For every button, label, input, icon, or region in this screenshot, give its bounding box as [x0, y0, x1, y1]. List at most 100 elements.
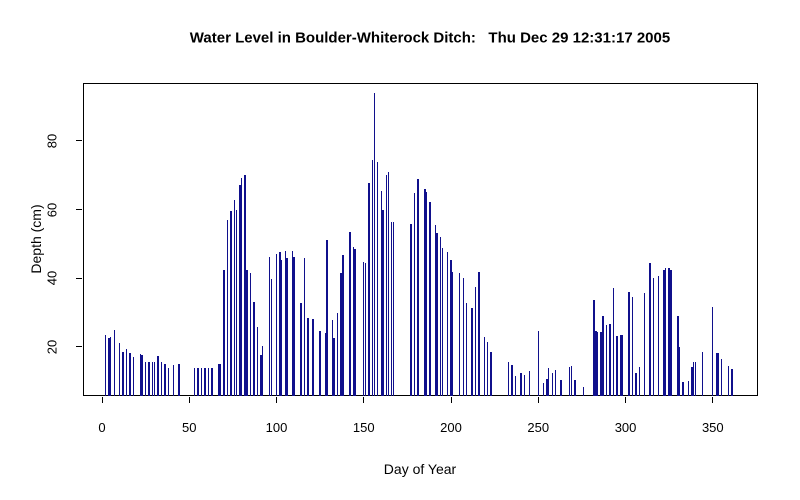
data-bar [268, 256, 271, 396]
data-bar [474, 286, 477, 396]
data-bar [385, 174, 388, 396]
data-bar [352, 246, 354, 396]
data-bar [548, 368, 550, 396]
data-bar [560, 379, 562, 396]
data-bar [326, 240, 328, 396]
data-bar [605, 325, 608, 396]
x-axis-tick [276, 397, 278, 403]
data-bar [249, 272, 252, 396]
x-axis-tick [712, 397, 714, 403]
data-bar [261, 345, 264, 396]
data-bar [621, 334, 623, 396]
data-bar [682, 381, 684, 396]
data-bar [596, 331, 599, 396]
data-bar [349, 231, 351, 396]
data-bar [644, 293, 646, 396]
data-bar [602, 315, 604, 396]
y-axis-tick-label: 60 [44, 202, 60, 217]
data-bar [157, 355, 159, 396]
data-bar [144, 361, 147, 396]
y-axis-tick [76, 346, 82, 348]
data-bar [692, 362, 695, 396]
data-bar [691, 366, 693, 396]
data-bar [113, 329, 115, 396]
chart-title: Water Level in Boulder-Whiterock Ditch: … [189, 29, 671, 47]
data-bar [466, 303, 468, 396]
x-axis-tick-label: 350 [701, 420, 724, 435]
data-bar [687, 380, 690, 396]
data-bar [635, 373, 637, 396]
data-bar [542, 383, 545, 396]
data-bar [291, 250, 293, 396]
data-bar [200, 368, 203, 396]
data-bar [413, 193, 416, 396]
data-bar [569, 366, 571, 396]
data-bar [219, 364, 222, 396]
y-axis-tick-label: 40 [44, 270, 60, 286]
data-bar [226, 219, 229, 396]
x-axis-tick [101, 397, 103, 403]
data-bar [204, 368, 206, 396]
data-bar [307, 318, 309, 396]
data-bar [658, 276, 660, 396]
data-bar [354, 249, 356, 396]
data-bar [223, 269, 225, 396]
x-axis-tick-label: 300 [614, 420, 637, 435]
data-bar [270, 279, 272, 396]
data-bar [638, 367, 641, 396]
data-bar [211, 368, 213, 396]
data-bar [678, 346, 681, 396]
data-bar [551, 372, 553, 396]
data-bar [218, 364, 220, 396]
data-bar [293, 257, 295, 396]
data-bar [523, 375, 526, 396]
data-bar [429, 201, 431, 396]
data-bar [452, 271, 454, 396]
data-bar [256, 327, 259, 396]
x-axis-tick [450, 397, 452, 403]
data-bar [260, 354, 262, 396]
data-bar [486, 341, 489, 396]
x-axis-tick-label: 0 [98, 420, 106, 435]
data-bar [118, 343, 121, 396]
data-bar [664, 268, 667, 396]
data-bar [392, 221, 395, 396]
data-bar [132, 356, 135, 396]
y-axis-tick [76, 140, 82, 142]
data-bar [239, 184, 241, 396]
data-bar [178, 364, 180, 396]
data-bar [712, 306, 714, 396]
data-bar [160, 362, 163, 396]
data-bar [417, 179, 419, 396]
data-bar [364, 262, 367, 396]
x-axis-tick-label: 200 [440, 420, 462, 435]
data-bar [612, 288, 615, 396]
data-bar [511, 365, 513, 396]
data-bar [471, 308, 473, 396]
x-axis-tick [188, 397, 190, 403]
data-bar [574, 379, 576, 396]
data-bar [631, 297, 634, 396]
data-bar [715, 352, 717, 396]
data-bar [286, 258, 288, 396]
data-bar [663, 269, 665, 396]
data-bar [600, 331, 602, 396]
y-axis-tick-label: 80 [44, 133, 60, 149]
y-axis-tick-label: 20 [44, 339, 60, 354]
data-bar [410, 223, 412, 396]
data-bar [141, 354, 143, 396]
data-bar [628, 292, 630, 396]
x-axis-tick-label: 150 [352, 420, 375, 435]
data-bar [197, 368, 199, 396]
data-bar [731, 369, 733, 396]
data-bar [520, 372, 522, 396]
data-bar [507, 361, 510, 396]
data-bar [514, 376, 517, 396]
data-bar [425, 191, 428, 396]
data-bar [701, 351, 704, 396]
data-bar [720, 359, 723, 396]
y-axis-label: Depth (cm) [28, 204, 44, 274]
x-axis-tick-label: 50 [182, 420, 197, 435]
data-bar [595, 330, 597, 396]
data-bar [363, 261, 365, 396]
